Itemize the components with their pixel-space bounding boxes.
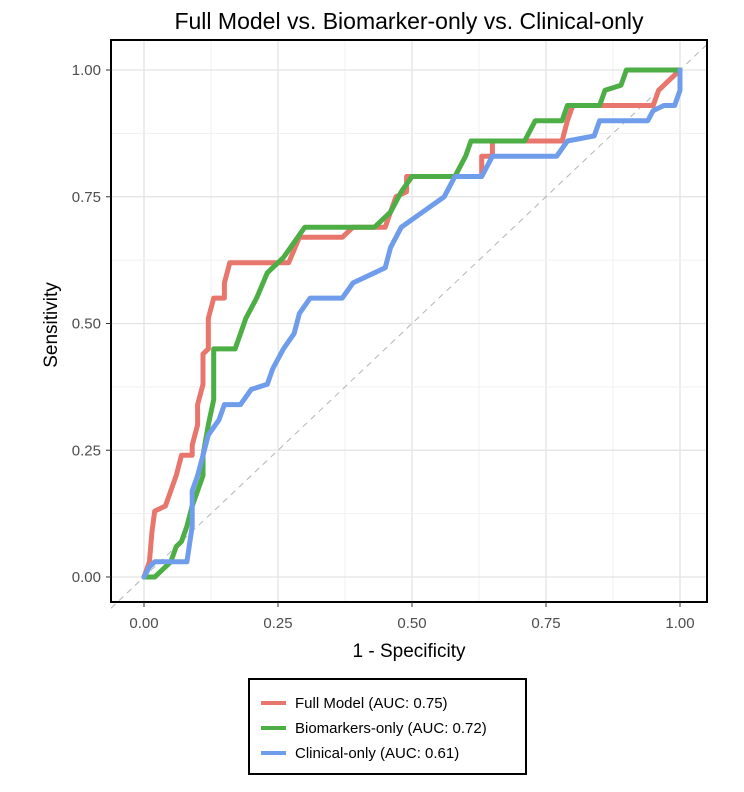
reference-diagonal-line [110, 44, 708, 609]
y-tick-label: 1.00 [72, 62, 101, 79]
legend: Full Model (AUC: 0.75) Biomarkers-only (A… [248, 678, 527, 775]
legend-label-2: Biomarkers-only (AUC: 0.72) [295, 720, 487, 737]
grid-lines [111, 40, 707, 602]
y-tick-label: 0.00 [72, 569, 101, 586]
x-tick-label: 0.25 [263, 615, 292, 632]
x-tick-label: 0.50 [397, 615, 426, 632]
y-tick-label: 0.50 [72, 316, 101, 333]
series-lines [141, 67, 683, 580]
y-tick-label: 0.75 [72, 189, 101, 206]
x-axis-title: 1 - Specificity [353, 641, 466, 662]
y-axis-title: Sensitivity [41, 282, 62, 368]
x-axis-ticks: 0.00 0.25 0.50 0.75 1.00 [129, 602, 695, 632]
x-tick-label: 1.00 [665, 615, 694, 632]
series-line-2 [141, 67, 683, 580]
legend-box [248, 678, 527, 775]
legend-label-3: Clinical-only (AUC: 0.61) [295, 745, 459, 762]
series-line-3 [141, 67, 683, 580]
y-axis-ticks: 0.00 0.25 0.50 0.75 1.00 [72, 62, 111, 586]
y-tick-label: 0.25 [72, 442, 101, 459]
x-tick-label: 0.75 [531, 615, 560, 632]
plot-area [110, 39, 708, 609]
chart-title: Full Model vs. Biomarker-only vs. Clinic… [174, 8, 644, 34]
x-tick-label: 0.00 [129, 615, 158, 632]
legend-label-1: Full Model (AUC: 0.75) [295, 695, 448, 712]
plot-border [110, 39, 708, 603]
